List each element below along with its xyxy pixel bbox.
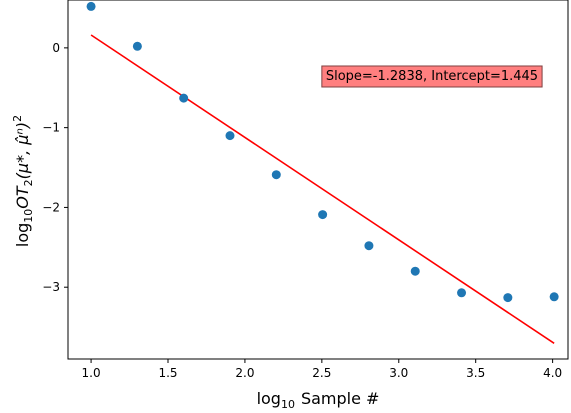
data-point <box>318 210 328 220</box>
x-axis-label: log10 Sample # <box>257 389 380 411</box>
data-point <box>410 266 420 276</box>
y-axis-label: log10OT2(μ*, μ̂ⁿ)2 <box>11 115 35 247</box>
plot-layer: Slope=-1.2838, Intercept=1.445 <box>86 1 559 344</box>
data-point <box>86 1 96 11</box>
x-tick-label: 2.5 <box>312 366 331 380</box>
data-point <box>364 241 374 251</box>
x-tick-label: 1.5 <box>158 366 177 380</box>
x-tick-label: 2.0 <box>235 366 254 380</box>
y-tick-label: −3 <box>42 280 60 294</box>
annotation-box <box>321 65 543 88</box>
data-point <box>549 292 559 302</box>
y-tick-label: 0 <box>52 41 60 55</box>
data-point <box>225 131 235 141</box>
x-tick-label: 3.0 <box>389 366 408 380</box>
data-point <box>503 293 513 303</box>
annotation-text: Slope=-1.2838, Intercept=1.445 <box>326 69 538 84</box>
y-tick-label: −1 <box>42 121 60 135</box>
x-tick-label: 1.0 <box>82 366 101 380</box>
x-tick-label: 3.5 <box>466 366 485 380</box>
plot-frame <box>67 0 569 360</box>
data-point <box>132 41 142 51</box>
data-point <box>457 288 467 298</box>
data-point <box>271 170 281 180</box>
axes-layer: 1.0 1.5 2.0 2.5 3.0 3.5 4.0 0 −1 −2 −3 <box>42 0 569 380</box>
y-tick-label: −2 <box>42 200 60 214</box>
x-tick-label: 4.0 <box>543 366 562 380</box>
fit-line <box>90 34 555 344</box>
data-point <box>179 93 189 103</box>
